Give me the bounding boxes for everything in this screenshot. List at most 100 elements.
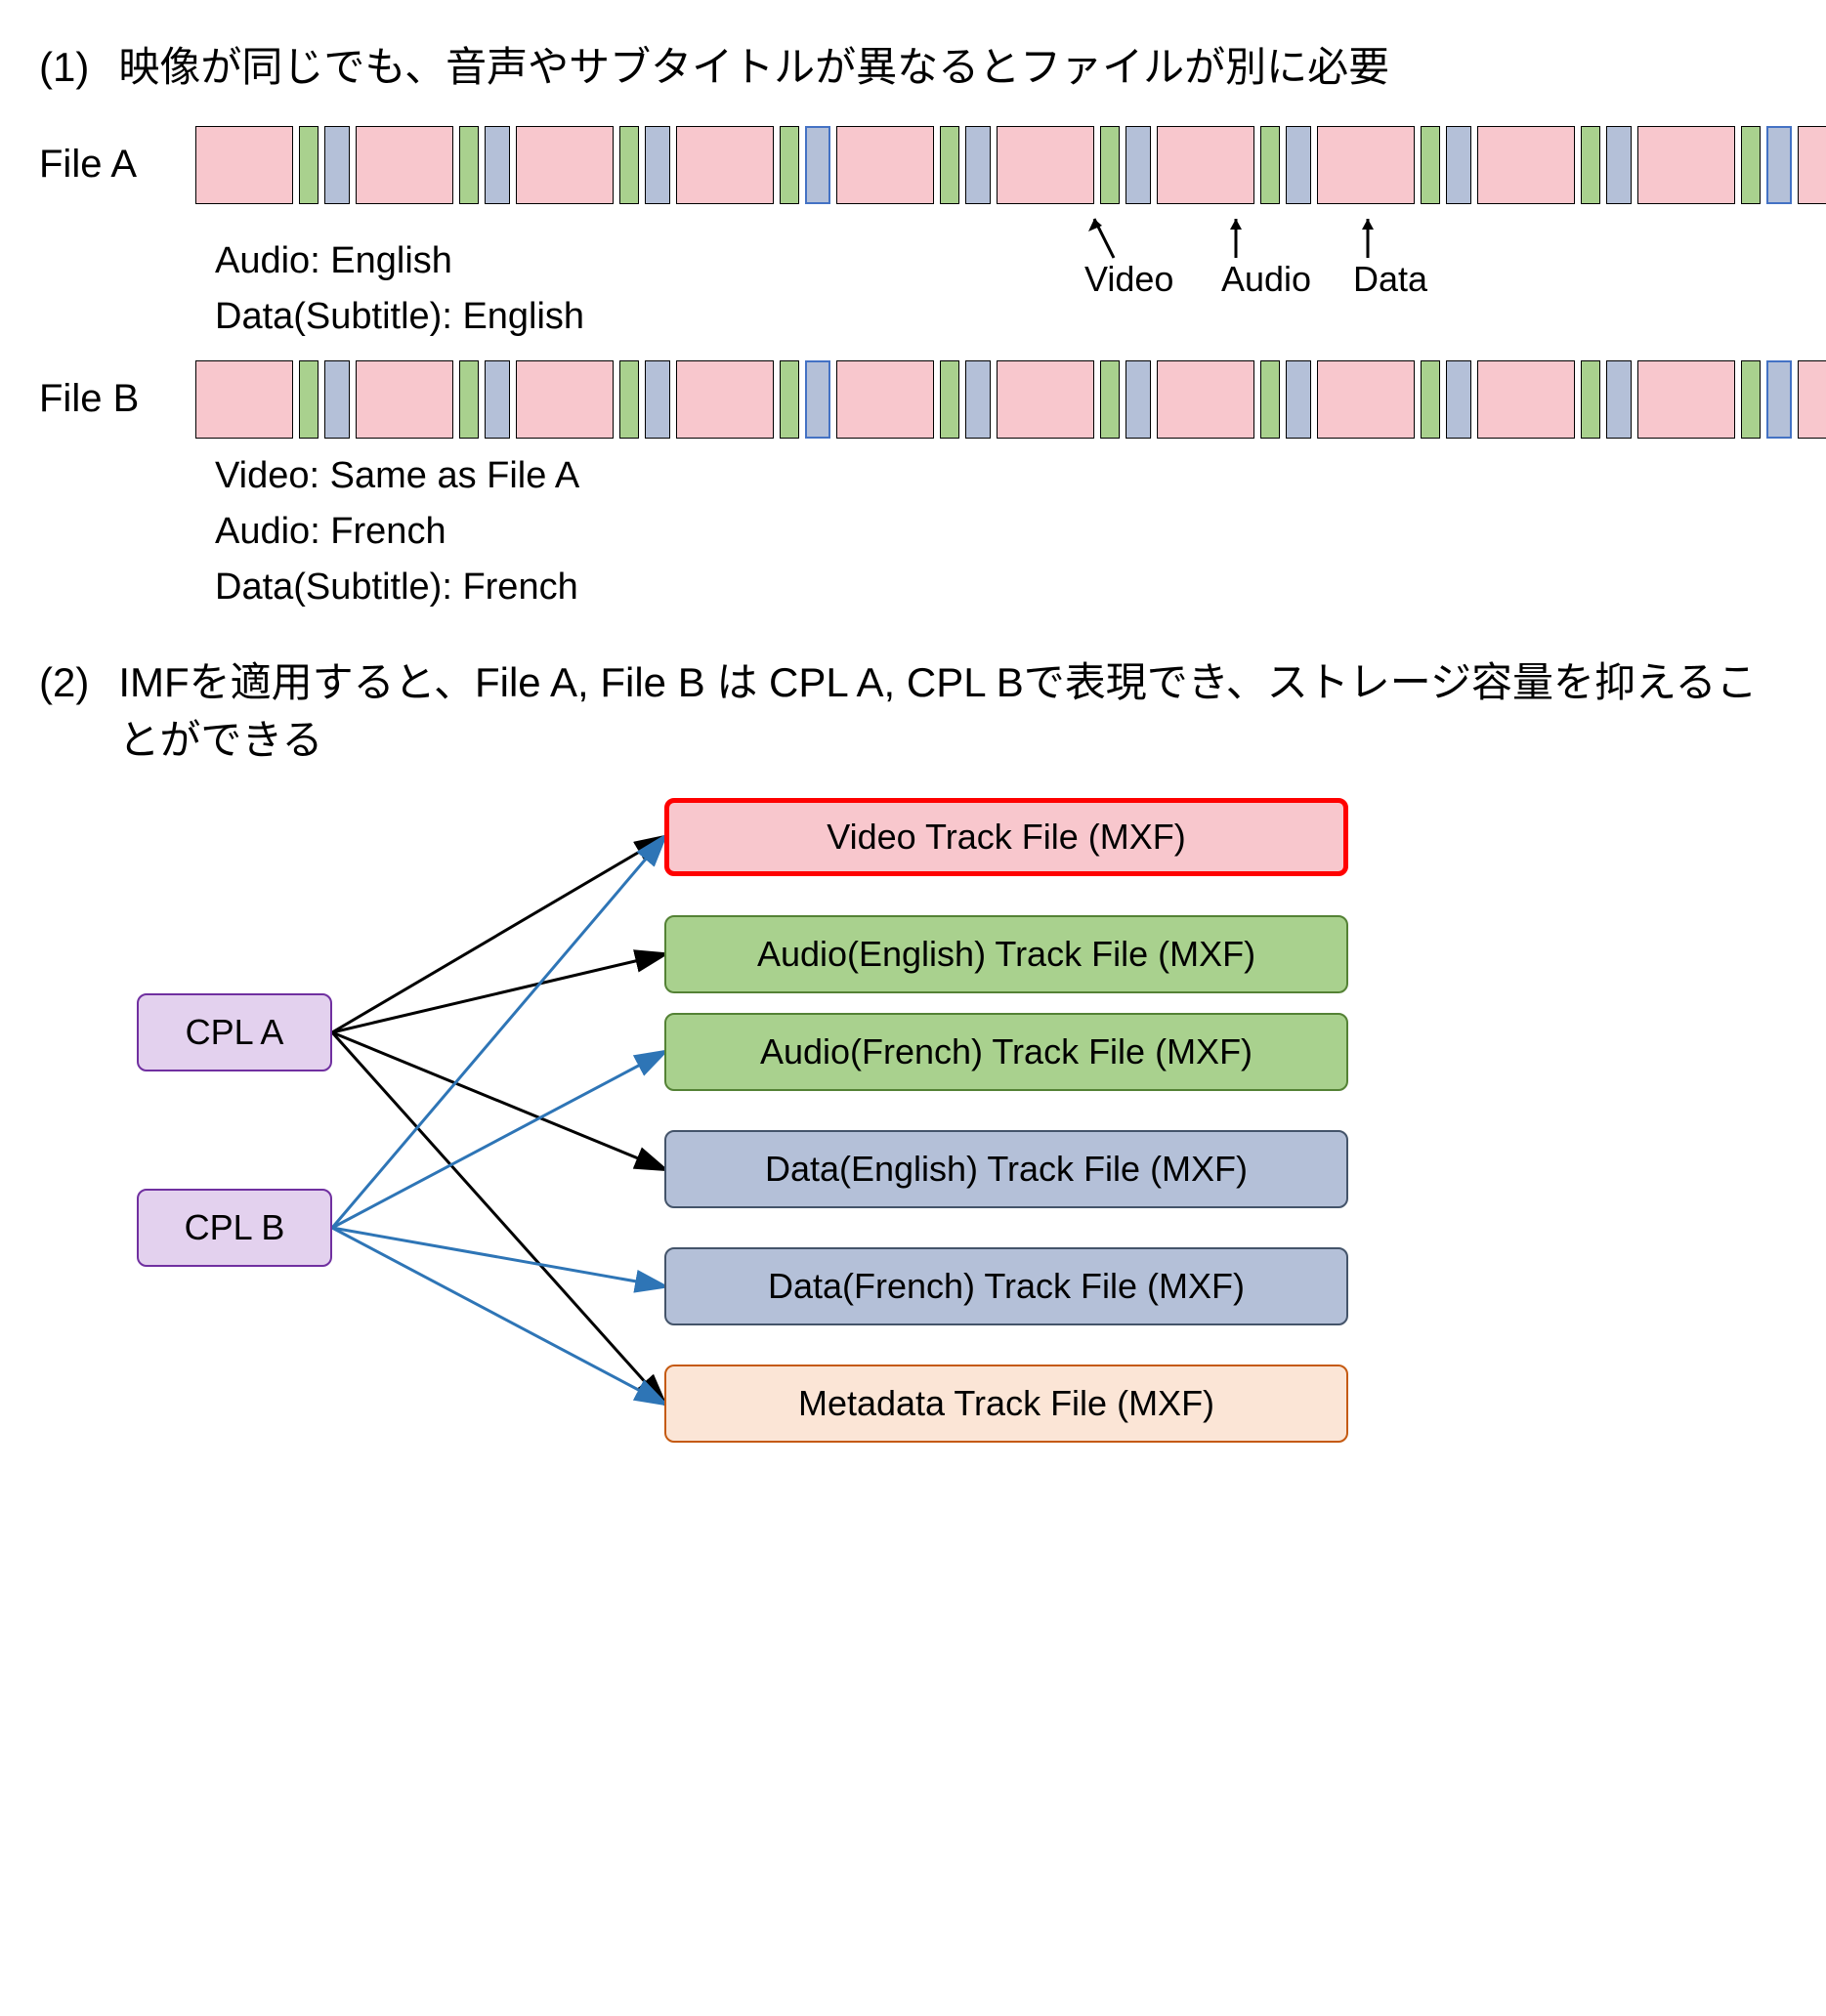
file-b-desc-audio: Audio: French — [215, 504, 1787, 560]
data-segment — [965, 360, 991, 439]
data-segment — [965, 126, 991, 204]
data-segment — [1606, 126, 1632, 204]
edge — [332, 1228, 664, 1286]
file-b-row: File B — [39, 360, 1787, 439]
file-a-row: File A — [39, 126, 1787, 204]
data-segment — [645, 126, 670, 204]
data-segment — [1766, 360, 1792, 439]
audio-segment — [940, 360, 959, 439]
node-dataE: Data(English) Track File (MXF) — [664, 1130, 1348, 1208]
audio-segment — [1100, 360, 1120, 439]
audio-segment — [780, 126, 799, 204]
data-segment — [1606, 360, 1632, 439]
edge — [332, 1052, 664, 1228]
video-segment — [676, 126, 774, 204]
file-a-desc-audio: Audio: English — [215, 233, 584, 289]
pointer-labels: Audio: English Data(Subtitle): English V… — [195, 214, 1787, 321]
node-audioF: Audio(French) Track File (MXF) — [664, 1013, 1348, 1091]
audio-segment — [1581, 360, 1600, 439]
video-segment — [676, 360, 774, 439]
file-a-desc-data: Data(Subtitle): English — [215, 289, 584, 345]
pointer-video: Video — [1084, 214, 1173, 300]
node-cplB: CPL B — [137, 1189, 332, 1267]
data-segment — [1446, 360, 1471, 439]
data-segment — [805, 360, 830, 439]
video-segment — [516, 360, 614, 439]
video-segment — [1798, 360, 1826, 439]
data-segment — [485, 126, 510, 204]
audio-segment — [459, 360, 479, 439]
section1-heading: (1) 映像が同じでも、音声やサブタイトルが異なるとファイルが別に必要 — [39, 39, 1787, 97]
video-segment — [356, 126, 453, 204]
video-segment — [1477, 126, 1575, 204]
video-segment — [195, 360, 293, 439]
pointer-data: Data — [1353, 214, 1427, 300]
file-b-desc-data: Data(Subtitle): French — [215, 560, 1787, 615]
node-video: Video Track File (MXF) — [664, 798, 1348, 876]
imf-diagram: CPL A CPL B Video Track File (MXF) Audio(En… — [39, 798, 1602, 1521]
data-segment — [1446, 126, 1471, 204]
video-segment — [1317, 126, 1415, 204]
audio-segment — [1100, 126, 1120, 204]
audio-segment — [1741, 126, 1761, 204]
video-segment — [997, 126, 1094, 204]
video-segment — [195, 126, 293, 204]
data-segment — [324, 360, 350, 439]
data-segment — [324, 126, 350, 204]
section1-title: 映像が同じでも、音声やサブタイトルが異なるとファイルが別に必要 — [118, 39, 1787, 97]
pointer-audio: Audio — [1221, 214, 1311, 300]
data-segment — [485, 360, 510, 439]
audio-segment — [940, 126, 959, 204]
video-segment — [836, 360, 934, 439]
node-meta: Metadata Track File (MXF) — [664, 1365, 1348, 1443]
audio-segment — [619, 126, 639, 204]
section2-number: (2) — [39, 654, 89, 770]
video-segment — [356, 360, 453, 439]
audio-segment — [1421, 126, 1440, 204]
video-segment — [997, 360, 1094, 439]
file-b-desc-video: Video: Same as File A — [215, 448, 1787, 504]
data-segment — [1125, 126, 1151, 204]
video-segment — [1157, 126, 1254, 204]
data-segment — [645, 360, 670, 439]
audio-segment — [1260, 126, 1280, 204]
section2-heading: (2) IMFを適用すると、File A, File B は CPL A, CP… — [39, 654, 1787, 770]
audio-segment — [1741, 360, 1761, 439]
node-dataF: Data(French) Track File (MXF) — [664, 1247, 1348, 1325]
audio-segment — [299, 360, 318, 439]
file-b-strip — [195, 360, 1826, 439]
audio-segment — [1581, 126, 1600, 204]
audio-segment — [459, 126, 479, 204]
file-a-label: File A — [39, 143, 166, 187]
audio-segment — [1421, 360, 1440, 439]
audio-segment — [780, 360, 799, 439]
data-segment — [1766, 126, 1792, 204]
video-segment — [1637, 126, 1735, 204]
node-cplA: CPL A — [137, 993, 332, 1071]
edge — [332, 1032, 664, 1404]
video-segment — [516, 126, 614, 204]
section2-title: IMFを適用すると、File A, File B は CPL A, CPL Bで… — [118, 654, 1787, 770]
edge — [332, 837, 664, 1032]
edge — [332, 1228, 664, 1404]
video-segment — [1317, 360, 1415, 439]
file-b-label: File B — [39, 377, 166, 421]
file-b-desc: Video: Same as File A Audio: French Data… — [215, 448, 1787, 615]
data-segment — [1125, 360, 1151, 439]
data-segment — [1286, 360, 1311, 439]
video-segment — [1637, 360, 1735, 439]
edge — [332, 837, 664, 1228]
data-segment — [805, 126, 830, 204]
audio-segment — [1260, 360, 1280, 439]
file-a-strip — [195, 126, 1826, 204]
audio-segment — [619, 360, 639, 439]
section1-number: (1) — [39, 39, 89, 97]
edge — [332, 954, 664, 1032]
audio-segment — [299, 126, 318, 204]
data-segment — [1286, 126, 1311, 204]
video-segment — [1157, 360, 1254, 439]
video-segment — [836, 126, 934, 204]
node-audioE: Audio(English) Track File (MXF) — [664, 915, 1348, 993]
edge — [332, 1032, 664, 1169]
video-segment — [1798, 126, 1826, 204]
